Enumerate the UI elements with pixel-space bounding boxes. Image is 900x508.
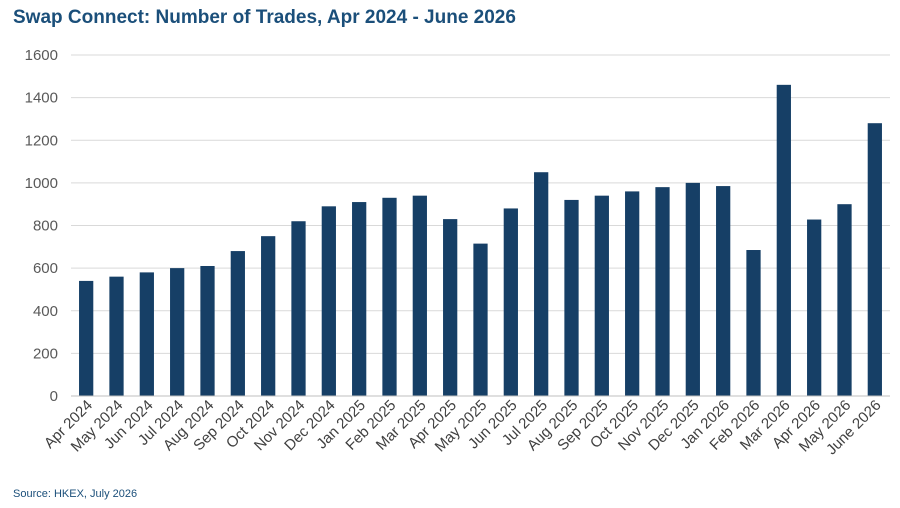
bar	[837, 204, 852, 396]
y-tick-label: 600	[33, 260, 58, 277]
y-tick-label: 400	[33, 303, 58, 320]
bars	[79, 84, 882, 397]
source-note: Source: HKEX, July 2026	[13, 488, 138, 500]
bar	[655, 187, 670, 396]
y-tick-label: 1600	[25, 47, 58, 64]
bar	[594, 195, 609, 396]
bar	[79, 280, 94, 396]
bar	[230, 251, 245, 396]
bar	[382, 197, 397, 396]
bar	[412, 195, 427, 396]
y-tick-label: 800	[33, 218, 58, 235]
bar	[473, 243, 488, 396]
bar	[564, 199, 579, 396]
bar	[746, 250, 761, 396]
y-tick-label: 200	[33, 345, 58, 362]
bar	[443, 219, 458, 396]
y-tick-label: 1200	[25, 132, 58, 149]
bar	[776, 84, 791, 397]
bar	[625, 191, 640, 396]
bar	[807, 219, 822, 396]
bar	[534, 172, 549, 396]
bar	[109, 276, 124, 396]
bar	[503, 208, 518, 396]
bar	[716, 186, 731, 396]
y-tick-label: 0	[50, 388, 58, 405]
bar	[867, 123, 882, 396]
bar	[352, 202, 367, 396]
y-tick-label: 1000	[25, 175, 58, 192]
y-tick-label: 1400	[25, 90, 58, 107]
y-axis: 0 200 400 600 800 1000 1200 1400 1600	[25, 47, 58, 405]
bar	[139, 272, 154, 396]
bar	[321, 206, 336, 396]
bar	[291, 221, 306, 396]
bar	[200, 265, 215, 396]
bar	[685, 182, 700, 396]
bar	[261, 236, 276, 396]
chart-title: Swap Connect: Number of Trades, Apr 2024…	[13, 7, 516, 28]
bar	[170, 268, 185, 396]
